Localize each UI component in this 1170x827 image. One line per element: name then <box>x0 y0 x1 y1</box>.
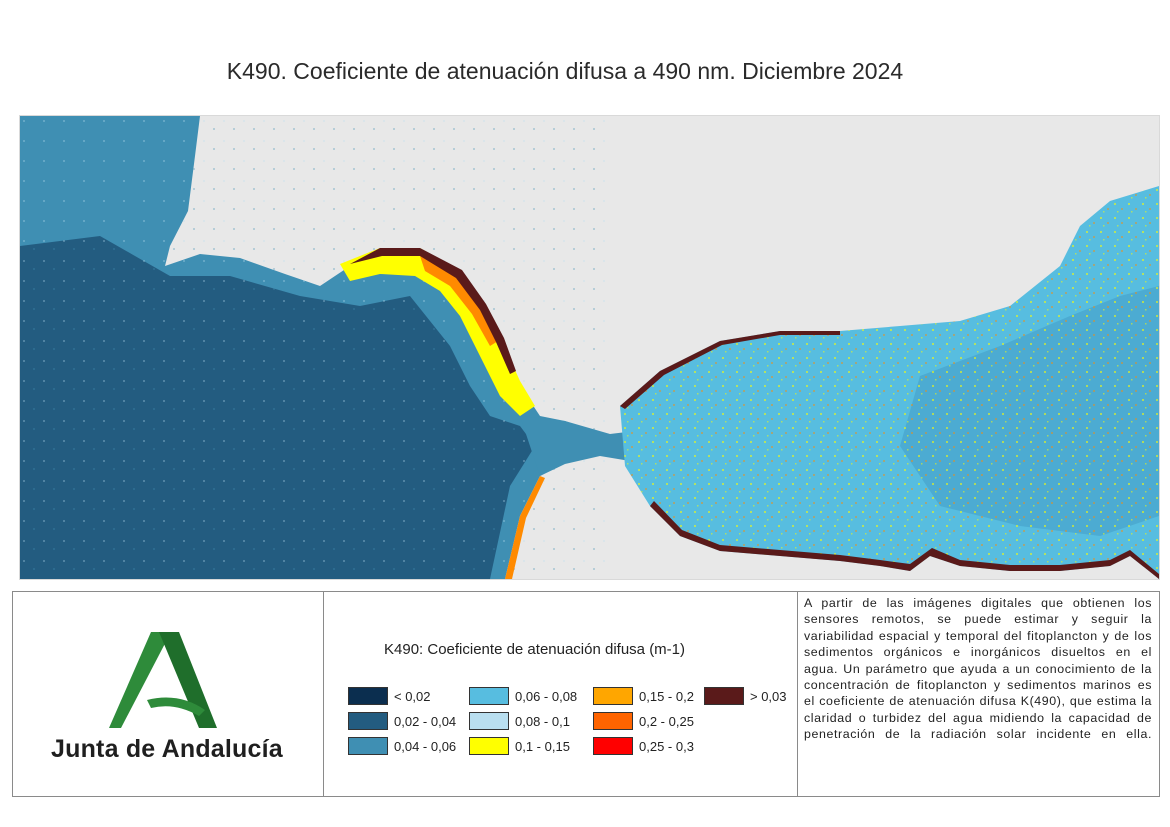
legend: K490: Coeficiente de atenuación difusa (… <box>324 592 798 796</box>
legend-swatch <box>348 687 388 705</box>
legend-item: 0,2 - 0,25 <box>593 712 694 730</box>
k490-map[interactable] <box>19 115 1160 580</box>
junta-andalucia-logo-icon <box>109 632 217 728</box>
legend-label: 0,08 - 0,1 <box>515 713 570 729</box>
legend-label: 0,15 - 0,2 <box>639 688 694 704</box>
legend-label: 0,25 - 0,3 <box>639 738 694 754</box>
strait-of-gibraltar <box>520 416 660 476</box>
legend-item: 0,04 - 0,06 <box>348 737 456 755</box>
map-canvas <box>20 116 1159 579</box>
legend-item: < 0,02 <box>348 687 431 705</box>
legend-item: 0,25 - 0,3 <box>593 737 694 755</box>
legend-item: 0,02 - 0,04 <box>348 712 456 730</box>
legend-item: 0,1 - 0,15 <box>469 737 570 755</box>
legend-title: K490: Coeficiente de atenuación difusa (… <box>384 641 686 658</box>
legend-swatch <box>469 737 509 755</box>
org-name: Junta de Andalucía <box>51 735 283 763</box>
legend-label: < 0,02 <box>394 688 431 704</box>
legend-swatch <box>348 712 388 730</box>
legend-item: 0,08 - 0,1 <box>469 712 570 730</box>
page-title: K490. Coeficiente de atenuación difusa a… <box>226 58 904 84</box>
legend-item: 0,06 - 0,08 <box>469 687 577 705</box>
legend-label: 0,06 - 0,08 <box>515 688 578 704</box>
info-panel: Junta de Andalucía K490: Coeficiente de … <box>12 591 1160 797</box>
legend-label: 0,1 - 0,15 <box>515 738 570 754</box>
logo-cell: Junta de Andalucía <box>13 592 324 796</box>
legend-label: > 0,03 <box>750 688 787 704</box>
legend-item: > 0,03 <box>704 687 787 705</box>
legend-label: 0,02 - 0,04 <box>394 713 457 729</box>
legend-label: 0,2 - 0,25 <box>639 713 694 729</box>
legend-swatch <box>593 712 633 730</box>
legend-swatch <box>704 687 744 705</box>
legend-swatch <box>469 687 509 705</box>
legend-item: 0,15 - 0,2 <box>593 687 694 705</box>
legend-swatch <box>348 737 388 755</box>
legend-swatch <box>469 712 509 730</box>
legend-swatch <box>593 737 633 755</box>
description-cell: A partir de las imágenes digitales que o… <box>798 592 1159 796</box>
legend-label: 0,04 - 0,06 <box>394 738 457 754</box>
legend-swatch <box>593 687 633 705</box>
description-text: A partir de las imágenes digitales que o… <box>804 596 1152 742</box>
